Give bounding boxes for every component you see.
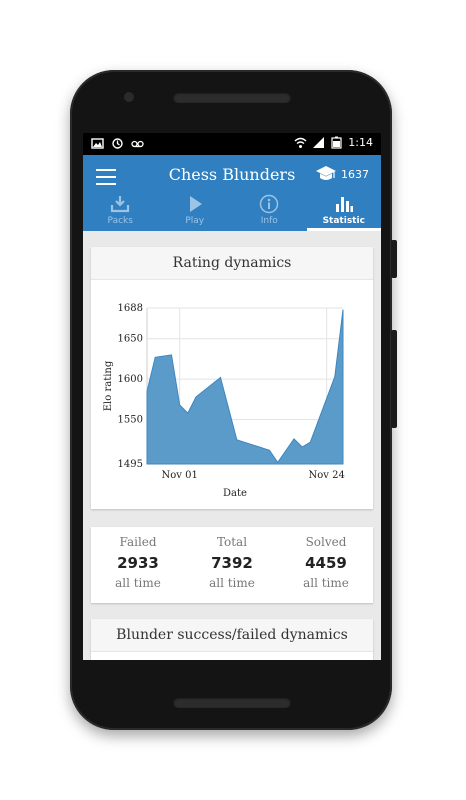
tab-play[interactable]: Play (158, 191, 233, 231)
bottom-speaker (173, 697, 291, 708)
stats-card: Failed 2933 all time Total 7392 all time… (91, 527, 373, 603)
stat-label: Solved (305, 535, 347, 549)
x-axis-label: Date (223, 488, 247, 499)
tab-statistic-label: Statistic (322, 216, 365, 226)
app-bar: Chess Blunders 1637 Packs (83, 155, 381, 231)
stat-period: all time (115, 576, 161, 590)
image-notification-icon (91, 138, 104, 149)
tab-play-label: Play (185, 216, 205, 226)
stat-period: all time (303, 576, 349, 590)
statistics-content[interactable]: Rating dynamics 1495 1550 1600 1650 1688 Nov… (83, 231, 381, 660)
power-button (391, 330, 397, 428)
rating-badge: 1637 (315, 165, 369, 183)
app-title: Chess Blunders (168, 165, 296, 184)
stat-label: Total (216, 535, 248, 549)
rating-value: 1637 (341, 167, 369, 181)
x-tick-label: Nov 24 (309, 470, 345, 481)
download-icon (111, 196, 130, 213)
rating-dynamics-title: Rating dynamics (91, 247, 373, 280)
stat-value: 4459 (305, 554, 347, 572)
blunder-dynamics-card: Blunder success/failed dynamics (91, 619, 373, 660)
volume-button (391, 240, 397, 278)
sync-notification-icon (112, 138, 123, 149)
y-tick-label: 1550 (118, 415, 143, 426)
y-tick-label: 1688 (118, 303, 143, 314)
stat-solved: Solved 4459 all time (279, 527, 373, 603)
x-tick-label: Nov 01 (162, 470, 198, 481)
stat-label: Failed (119, 535, 157, 549)
stat-failed: Failed 2933 all time (91, 527, 185, 603)
y-tick-label: 1495 (118, 459, 143, 470)
blunder-dynamics-title: Blunder success/failed dynamics (91, 619, 373, 652)
tab-info[interactable]: Info (232, 191, 307, 231)
top-speaker (173, 92, 291, 103)
tab-statistic[interactable]: Statistic (306, 191, 382, 231)
tab-packs[interactable]: Packs (83, 191, 158, 231)
info-icon (260, 194, 279, 214)
voicemail-notification-icon (131, 140, 144, 148)
menu-icon[interactable] (96, 169, 116, 185)
front-camera (124, 92, 134, 102)
stat-value: 2933 (117, 554, 159, 572)
signal-icon (313, 137, 325, 148)
screen: 1:14 Chess Blunders 1637 Packs (83, 133, 381, 660)
y-axis-label: Elo rating (103, 360, 114, 411)
status-bar: 1:14 (83, 133, 381, 155)
tab-packs-label: Packs (107, 216, 133, 226)
battery-icon (331, 136, 342, 149)
wifi-icon (294, 137, 307, 148)
y-tick-label: 1600 (118, 374, 143, 385)
stat-total: Total 7392 all time (185, 527, 279, 603)
bar-chart-icon (335, 197, 353, 212)
play-icon (189, 196, 202, 212)
status-time: 1:14 (348, 136, 373, 149)
rating-area (146, 309, 344, 465)
tab-info-label: Info (260, 216, 278, 226)
tab-bar: Packs Play Info (83, 191, 381, 231)
y-tick-label: 1650 (118, 334, 143, 345)
stat-period: all time (209, 576, 255, 590)
graduation-cap-icon (316, 166, 336, 180)
rating-dynamics-card: Rating dynamics 1495 1550 1600 1650 1688 Nov… (91, 247, 373, 509)
stat-value: 7392 (211, 554, 253, 572)
